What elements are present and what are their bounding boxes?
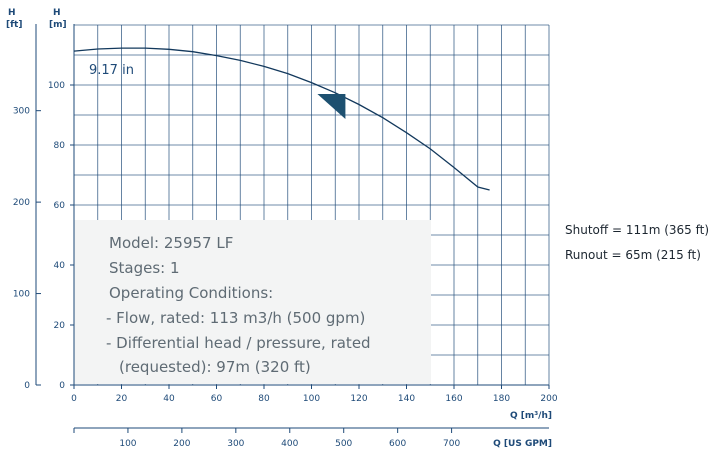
shutoff-note: Shutoff = 111m (365 ft)	[565, 223, 709, 237]
y-tick-label: 40	[54, 261, 66, 271]
x-tick-label: 40	[163, 394, 175, 404]
x-tick-label: 80	[258, 394, 270, 404]
runout-note: Runout = 65m (215 ft)	[565, 248, 701, 262]
ft-tick-label: 100	[13, 290, 30, 300]
y-tick-label: 20	[54, 321, 66, 331]
y-tick-label: 0	[59, 381, 65, 391]
gpm-tick-label: 300	[227, 439, 244, 449]
info-line-model: Model: 25957 LF	[109, 234, 233, 252]
gpm-axis-title: Q [US GPM]	[493, 439, 552, 449]
x-tick-label: 200	[540, 394, 557, 404]
x-tick-label: 160	[445, 394, 462, 404]
ft-tick-label: 0	[24, 381, 30, 391]
ticks: 0 20 40 60 80 100 120 140 160 180 200 0 20 40 60 80 100 0…	[13, 81, 558, 449]
gpm-tick-label: 200	[173, 439, 190, 449]
curve-label: 9.17 in	[89, 63, 134, 78]
y-tick-label: 100	[48, 81, 65, 91]
gpm-tick-label: 600	[389, 439, 406, 449]
ft-tick-label: 300	[13, 107, 30, 117]
y-tick-label: 80	[54, 141, 66, 151]
info-line-head: - Differential head / pressure, rated	[106, 334, 371, 352]
info-line-conditions: Operating Conditions:	[109, 284, 273, 302]
gpm-tick-label: 700	[443, 439, 460, 449]
ft-tick-label: 200	[13, 198, 30, 208]
m-axis-title-letter: H	[53, 8, 61, 18]
info-line-stages: Stages: 1	[109, 259, 180, 277]
gpm-tick-label: 400	[281, 439, 298, 449]
x-tick-label: 20	[116, 394, 128, 404]
x-axis-title: Q [m³/h]	[510, 411, 552, 421]
ft-axis-title-unit: [ft]	[6, 20, 22, 30]
info-line-head-cont: (requested): 97m (320 ft)	[119, 358, 311, 376]
info-line-flow: - Flow, rated: 113 m3/h (500 gpm)	[106, 309, 365, 327]
x-tick-label: 140	[398, 394, 415, 404]
rated-point-marker	[317, 94, 346, 119]
x-tick-label: 180	[493, 394, 510, 404]
info-box	[74, 220, 431, 384]
x-tick-label: 100	[303, 394, 320, 404]
m-axis-title-unit: [m]	[49, 20, 67, 30]
x-tick-label: 0	[71, 394, 77, 404]
info-text: Model: 25957 LF Stages: 1 Operating Cond…	[106, 234, 371, 376]
gpm-tick-label: 100	[119, 439, 136, 449]
x-tick-label: 60	[211, 394, 223, 404]
ft-axis-title-letter: H	[8, 8, 16, 18]
pump-curve-line	[73, 47, 490, 191]
y-tick-label: 60	[54, 201, 66, 211]
x-tick-label: 120	[350, 394, 367, 404]
gpm-tick-label: 500	[335, 439, 352, 449]
